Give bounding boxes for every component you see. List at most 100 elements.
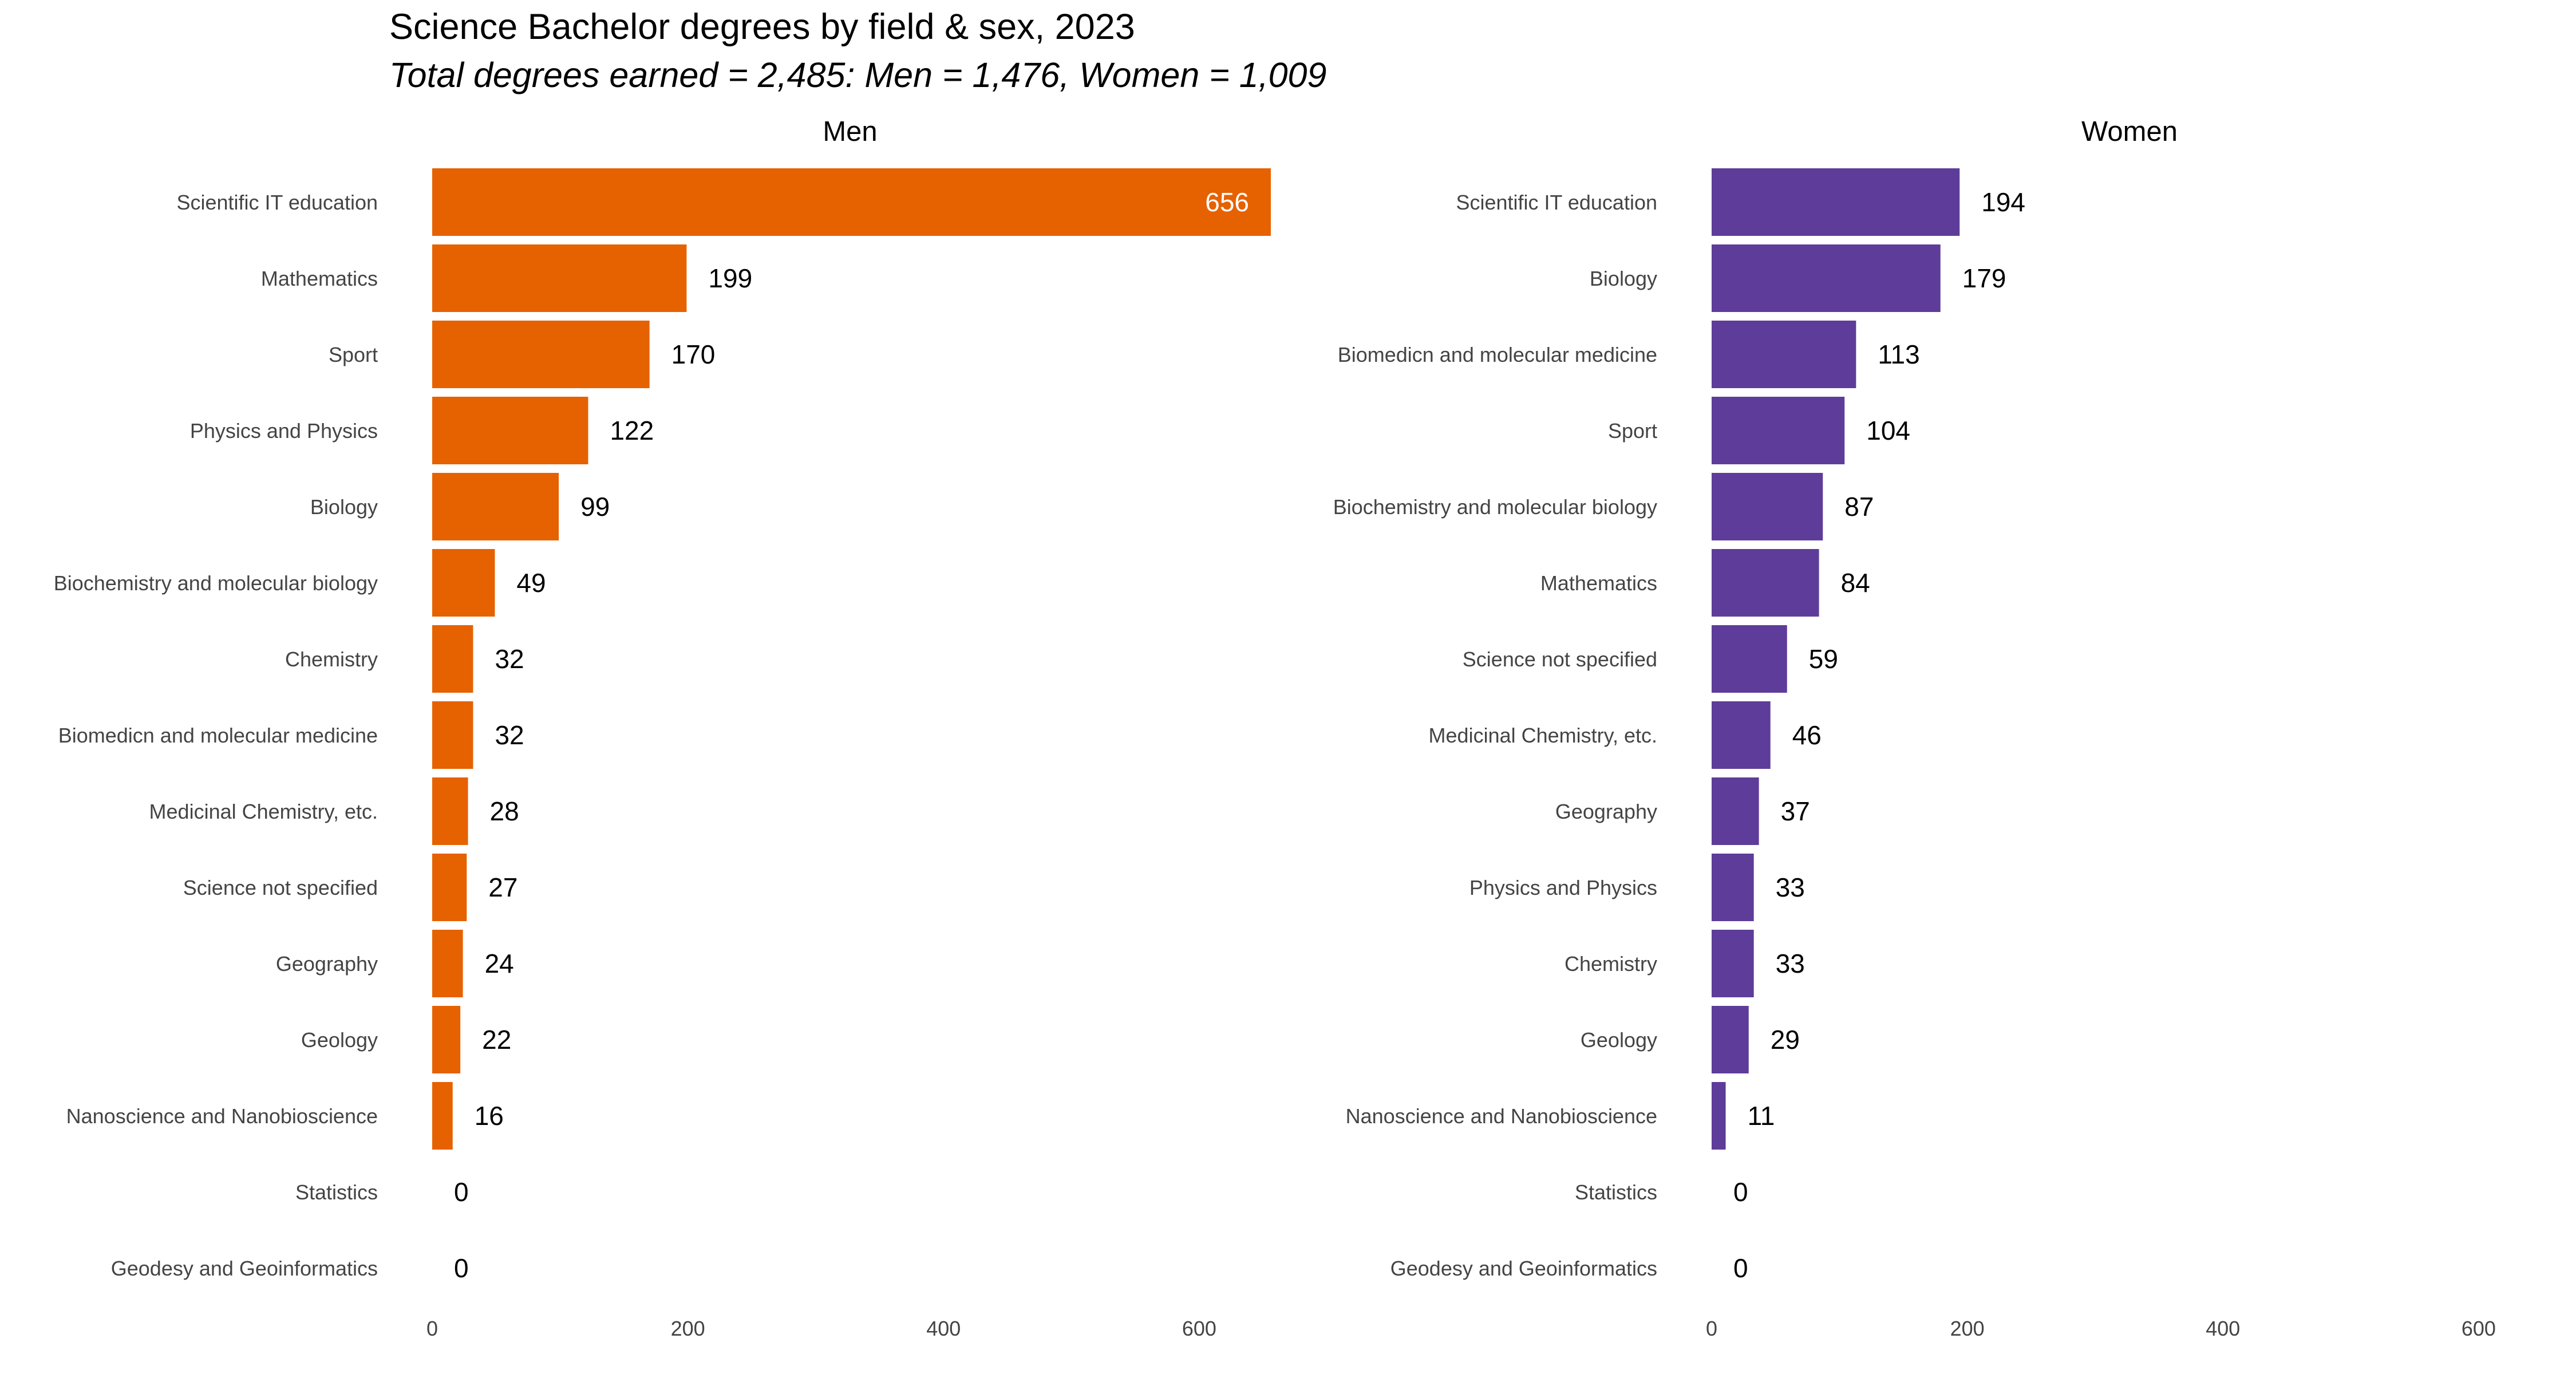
bar-men [432,321,650,388]
category-label: Sport [1608,419,1657,443]
category-label: Scientific IT education [1456,191,1657,214]
bar-women [1712,549,1819,617]
category-label: Statistics [1575,1180,1657,1204]
bar-men [432,1006,461,1073]
category-label: Medicinal Chemistry, etc. [149,800,378,823]
data-label: 32 [495,720,524,750]
panel-women: Women Scientific IT education 194 Biology 1… [1333,116,2496,1340]
x-tick-label: 0 [1706,1317,1717,1340]
data-label: 29 [1771,1025,1800,1055]
data-label: 16 [475,1101,504,1131]
data-label: 27 [488,872,517,902]
data-label: 199 [708,263,752,293]
x-tick-label: 200 [671,1317,705,1340]
panel-title-women: Women [2081,116,2178,147]
data-label: 11 [1748,1101,1775,1131]
data-label: 49 [516,568,546,598]
data-label: 24 [485,949,514,978]
chart-subtitle: Total degrees earned = 2,485: Men = 1,47… [389,56,1326,94]
x-tick-label: 400 [2206,1317,2240,1340]
data-label: 194 [1981,187,2025,217]
data-label: 170 [671,339,716,369]
bar-men [432,397,588,464]
data-label: 37 [1781,796,1810,826]
category-label: Sport [329,343,378,366]
bars-men: Scientific IT education 656 Mathematics 199… [54,168,1271,1340]
category-label: Chemistry [1564,952,1657,976]
category-label: Geodesy and Geoinformatics [1390,1257,1657,1280]
category-label: Biology [310,495,378,519]
data-label: 22 [482,1025,511,1055]
data-label: 113 [1878,339,1919,369]
x-tick-label: 400 [926,1317,961,1340]
bar-women [1712,777,1759,845]
data-label: 84 [1841,568,1870,598]
chart-title: Science Bachelor degrees by field & sex,… [389,7,1135,47]
bar-men [432,168,1271,236]
bar-women [1712,397,1845,464]
data-label: 104 [1866,416,1910,445]
data-label: 32 [495,644,524,674]
x-tick-label: 0 [426,1317,438,1340]
category-label: Biomedicn and molecular medicine [58,724,378,747]
data-label: 33 [1776,872,1805,902]
category-label: Geodesy and Geoinformatics [111,1257,378,1280]
category-label: Chemistry [285,647,378,671]
data-label: 122 [610,416,654,445]
category-label: Mathematics [1540,571,1657,595]
category-label: Geology [1581,1028,1657,1052]
bar-men [432,625,473,693]
data-label: 28 [490,796,519,826]
category-label: Medicinal Chemistry, etc. [1429,724,1657,747]
panel-men: Men Scientific IT education 656 Mathematic… [54,116,1271,1340]
data-label: 0 [1733,1177,1748,1207]
data-label: 99 [580,492,610,522]
category-label: Nanoscience and Nanobioscience [1346,1104,1657,1128]
bar-men [432,244,687,312]
data-label: 87 [1844,492,1874,522]
category-label: Mathematics [261,267,378,290]
bar-women [1712,930,1754,997]
bar-women [1712,321,1856,388]
bar-women [1712,1006,1749,1073]
bar-women [1712,1082,1726,1150]
category-label: Nanoscience and Nanobioscience [66,1104,378,1128]
category-label: Science not specified [1463,647,1657,671]
category-label: Biochemistry and molecular biology [54,571,378,595]
bar-men [432,701,473,769]
data-label: 33 [1776,949,1805,978]
x-tick-label: 200 [1950,1317,1985,1340]
bar-women [1712,473,1823,540]
bar-men [432,473,559,540]
panel-title-men: Men [823,116,877,147]
category-label: Biomedicn and molecular medicine [1338,343,1657,366]
bar-women [1712,168,1960,236]
data-label: 0 [1733,1253,1748,1283]
category-label: Geography [276,952,378,976]
category-label: Geography [1555,800,1657,823]
bar-women [1712,854,1754,921]
data-label: 179 [1962,263,2006,293]
category-label: Physics and Physics [1469,876,1657,899]
bars-women: Scientific IT education 194 Biology 179 Biom… [1333,168,2496,1340]
x-tick-label: 600 [1182,1317,1216,1340]
bar-women [1712,701,1771,769]
bar-men [432,777,468,845]
bar-women [1712,625,1787,693]
category-label: Geology [301,1028,378,1052]
data-label: 0 [454,1253,469,1283]
bar-men [432,930,463,997]
data-label: 656 [1205,187,1249,217]
bar-men [432,854,467,921]
data-label: 59 [1809,644,1838,674]
bar-men [432,1082,453,1150]
bar-men [432,549,495,617]
category-label: Statistics [295,1180,378,1204]
bar-women [1712,244,1941,312]
data-label: 0 [454,1177,469,1207]
category-label: Science not specified [183,876,378,899]
x-tick-label: 600 [2462,1317,2496,1340]
category-label: Physics and Physics [190,419,378,443]
data-label: 46 [1792,720,1822,750]
